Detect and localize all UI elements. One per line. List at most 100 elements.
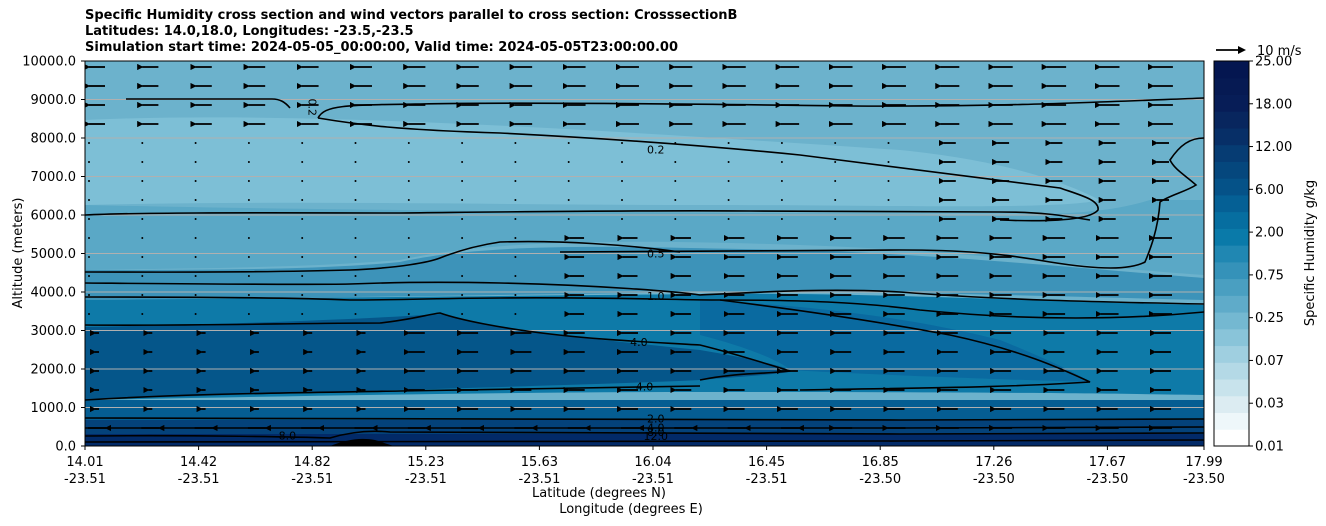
wind-vector — [354, 161, 357, 163]
colorbar-swatch — [1214, 379, 1249, 397]
wind-vector — [834, 199, 837, 201]
y-tick-label: 5000.0 — [31, 247, 77, 262]
wind-vector — [247, 199, 250, 201]
wind-vector — [834, 180, 837, 182]
x-tick-lat: 17.26 — [975, 455, 1012, 470]
wind-vector — [301, 161, 304, 163]
wind-vector — [247, 142, 250, 144]
wind-vector — [301, 294, 304, 296]
wind-vector — [88, 161, 90, 163]
wind-vector — [194, 275, 197, 277]
colorbar-tick-label: 6.00 — [1255, 183, 1284, 198]
wind-vector — [407, 180, 410, 182]
x-tick-lat: 14.01 — [66, 455, 103, 470]
wind-vector — [354, 313, 357, 315]
wind-vector — [407, 275, 410, 277]
wind-vector — [674, 218, 677, 220]
wind-vector — [780, 199, 783, 201]
colorbar-tick-label: 0.01 — [1255, 440, 1284, 455]
y-tick-label: 4000.0 — [31, 286, 77, 301]
wind-vector — [141, 142, 144, 144]
contour-label: 12.0 — [643, 430, 668, 443]
wind-vector — [141, 161, 144, 163]
colorbar-tick-label: 18.00 — [1255, 97, 1292, 112]
contour-1.0b — [85, 296, 1204, 319]
x-tick-lat: 15.63 — [521, 455, 558, 470]
wind-vector — [194, 180, 197, 182]
contour-label: 8.0 — [279, 430, 297, 443]
wind-vector — [780, 142, 783, 144]
y-axis-ticks: 0.0 1000.0 2000.0 3000.0 4000.0 5000.0 6000.0 7… — [22, 55, 85, 455]
wind-vector — [301, 199, 304, 201]
wind-vector — [514, 294, 517, 296]
colorbar-swatch — [1214, 278, 1249, 296]
wind-vector — [461, 275, 464, 277]
wind-vector — [407, 161, 410, 163]
wind-vector — [247, 256, 250, 258]
wind-vector — [514, 313, 517, 315]
wind-vector — [301, 313, 304, 315]
wind-vectors — [85, 63, 1173, 432]
contour-8.0 — [85, 430, 1204, 439]
wind-vector — [141, 256, 144, 258]
humidity-band-8 — [85, 420, 1204, 434]
wind-vector — [354, 218, 357, 220]
contour-1.0 — [85, 281, 1204, 305]
plot-area: 0.20.20.51.04.04.02.04.08.012.08.0 — [85, 61, 1204, 446]
wind-vector — [407, 142, 410, 144]
wind-vector — [194, 199, 197, 201]
x-tick-lon: -23.51 — [405, 472, 447, 487]
contour-label: 0.5 — [647, 248, 665, 261]
x-axis-label-2: Longitude (degrees E) — [559, 502, 703, 517]
x-tick-lon: -23.51 — [746, 472, 788, 487]
wind-vector — [194, 313, 197, 315]
colorbar-swatch — [1214, 61, 1249, 79]
wind-vector — [674, 142, 677, 144]
x-tick-lon: -23.51 — [291, 472, 333, 487]
humidity-band-light — [85, 117, 1100, 207]
wind-vector — [461, 218, 464, 220]
x-tick-lon: -23.50 — [973, 472, 1015, 487]
y-tick-label: 3000.0 — [31, 324, 77, 339]
wind-vector — [514, 142, 517, 144]
wind-vector — [354, 180, 357, 182]
wind-vector — [514, 237, 517, 239]
contour-label: 0.2 — [306, 98, 319, 116]
colorbar-swatch — [1214, 412, 1249, 430]
y-tick-label: 0.0 — [55, 440, 76, 455]
x-tick-lon: -23.50 — [1183, 472, 1225, 487]
contour-0.5-lower — [85, 240, 681, 273]
y-tick-label: 2000.0 — [31, 363, 77, 378]
wind-vector — [567, 161, 570, 163]
chart-title: Specific Humidity cross section and wind… — [85, 8, 737, 56]
x-tick-lat: 14.82 — [294, 455, 331, 470]
wind-vector — [194, 142, 197, 144]
wind-vector — [461, 180, 464, 182]
wind-vector — [194, 237, 197, 239]
wind-vector — [194, 256, 197, 258]
wind-vector — [141, 218, 144, 220]
colorbar-swatch — [1214, 312, 1249, 330]
wind-vector — [461, 294, 464, 296]
wind-vector — [727, 180, 730, 182]
x-tick-lat: 17.99 — [1185, 455, 1222, 470]
wind-vector — [621, 218, 623, 220]
x-tick-lon: -23.51 — [632, 472, 674, 487]
wind-vector — [88, 218, 90, 220]
wind-vector — [461, 161, 464, 163]
colorbar-swatch — [1214, 345, 1249, 363]
wind-vector — [887, 142, 890, 144]
wind-vector — [461, 237, 464, 239]
wind-vector — [141, 294, 144, 296]
colorbar-swatch — [1214, 362, 1249, 380]
wind-vector — [141, 313, 144, 315]
x-axis-ticks: 14.01 -23.51 14.42 -23.51 14.82 -23.51 15.23 -2… — [64, 446, 1225, 487]
wind-vector — [247, 237, 250, 239]
humidity-band-4 — [85, 314, 792, 400]
wind-vector — [301, 275, 304, 277]
colorbar-tick-label: 0.03 — [1255, 397, 1284, 412]
wind-vector — [88, 237, 90, 239]
contour-4.0 — [85, 312, 791, 381]
wind-vector — [407, 237, 410, 239]
